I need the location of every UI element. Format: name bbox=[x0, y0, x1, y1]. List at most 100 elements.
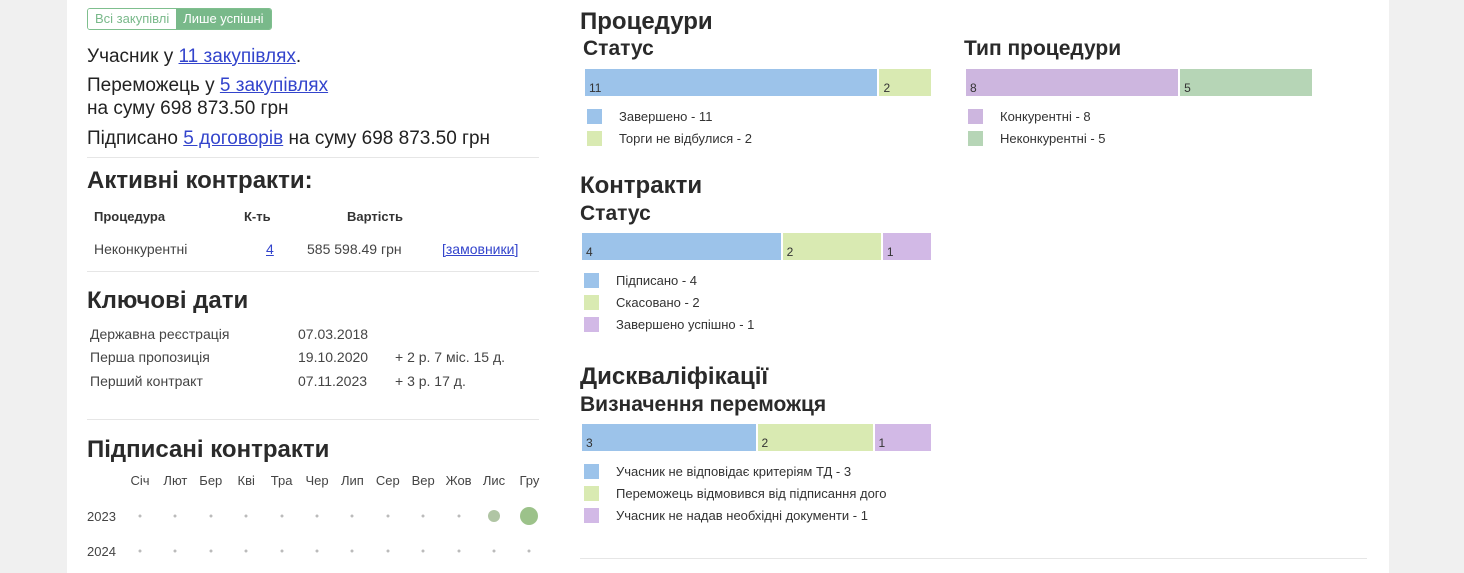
all-procurements-button[interactable]: Всі закупівлі bbox=[88, 9, 177, 29]
month-label: Лип bbox=[340, 473, 364, 488]
month-label: Чер bbox=[305, 473, 329, 488]
col-count: К-ть bbox=[244, 209, 271, 224]
chart-bar-segment: 11 bbox=[585, 69, 878, 96]
contracts-dot bbox=[315, 549, 319, 553]
key-date-delta: + 2 р. 7 міс. 15 д. bbox=[395, 349, 506, 365]
contracts-title: Контракти bbox=[580, 172, 703, 199]
legend-swatch bbox=[584, 273, 599, 288]
winner-link[interactable]: 5 закупівлях bbox=[219, 75, 329, 96]
winner-determination-title: Визначення переможця bbox=[580, 393, 827, 416]
divider bbox=[87, 157, 539, 158]
key-date-value: 07.03.2018 bbox=[298, 326, 369, 342]
chart-bar-segment: 5 bbox=[1180, 69, 1312, 96]
contracts-dot bbox=[173, 549, 177, 553]
winner-sum: на суму 698 873.50 грн bbox=[87, 98, 289, 119]
legend-swatch bbox=[968, 109, 983, 124]
contracts-dot-active[interactable] bbox=[520, 507, 539, 525]
col-procedure: Процедура bbox=[94, 209, 166, 224]
contracts-dot bbox=[350, 549, 354, 553]
chart-bar-segment: 8 bbox=[966, 69, 1179, 96]
legend-label: Учасник не надав необхідні документи - 1 bbox=[616, 508, 868, 523]
legend-label: Конкурентні - 8 bbox=[1000, 109, 1091, 124]
legend-label: Торги не відбулися - 2 bbox=[619, 131, 752, 146]
legend-label: Підписано - 4 bbox=[616, 273, 698, 288]
signed-contracts-link[interactable]: 5 договорів bbox=[183, 128, 284, 149]
contracts-dot bbox=[209, 549, 213, 553]
contracts-dot bbox=[527, 549, 531, 553]
chart-bar-segment: 1 bbox=[874, 424, 931, 451]
legend-swatch bbox=[587, 109, 602, 124]
legend-swatch bbox=[584, 508, 599, 523]
row-count-link[interactable]: 4 bbox=[266, 241, 274, 257]
legend-swatch bbox=[968, 131, 983, 146]
key-date-delta: + 3 р. 17 д. bbox=[395, 373, 466, 389]
procedure-type-title: Тип процедури bbox=[964, 37, 1122, 60]
contracts-dot bbox=[173, 514, 177, 518]
row-value: 585 598.49 грн bbox=[307, 241, 402, 257]
month-label: Жов bbox=[445, 473, 472, 488]
month-label: Лис bbox=[482, 473, 506, 488]
key-date-label: Державна реєстрація bbox=[90, 326, 230, 342]
legend-label: Переможець відмовився від підписання дог… bbox=[616, 486, 887, 501]
key-date-value: 07.11.2023 bbox=[298, 373, 368, 389]
month-label: Бер bbox=[199, 473, 223, 488]
legend-label: Учасник не відповідає критеріям ТД - 3 bbox=[616, 464, 852, 479]
filter-toggle: Всі закупівлі Лише успішні bbox=[87, 8, 272, 30]
divider bbox=[580, 558, 1367, 559]
month-label: Січ bbox=[130, 473, 150, 488]
customers-link[interactable]: [замовники] bbox=[442, 241, 519, 257]
legend-label: Завершено успішно - 1 bbox=[616, 317, 755, 332]
contracts-dot bbox=[386, 514, 390, 518]
legend-label: Завершено - 11 bbox=[619, 109, 713, 124]
chart-bar-segment: 2 bbox=[757, 424, 873, 451]
contracts-dot bbox=[492, 549, 496, 553]
legend-swatch bbox=[584, 295, 599, 310]
contracts-dot bbox=[244, 549, 248, 553]
signed-line: Підписано 5 договорів на суму 698 873.50… bbox=[87, 128, 491, 149]
active-contracts-title: Активні контракти: bbox=[87, 167, 313, 194]
procedures-status-title: Статус bbox=[583, 37, 654, 60]
contracts-dot bbox=[350, 514, 354, 518]
legend-label: Скасовано - 2 bbox=[616, 295, 700, 310]
disqualifications-title: Дискваліфікації bbox=[580, 363, 769, 390]
contracts-dot bbox=[280, 514, 284, 518]
legend-label: Неконкурентні - 5 bbox=[1000, 131, 1106, 146]
chart-bar-segment: 2 bbox=[782, 233, 881, 260]
row-customers: [замовники] bbox=[442, 241, 518, 257]
legend-swatch bbox=[587, 131, 602, 146]
row-count: 4 bbox=[266, 241, 274, 257]
contracts-dot-active[interactable] bbox=[488, 510, 500, 522]
key-date-value: 19.10.2020 bbox=[298, 349, 369, 365]
month-label: Тра bbox=[270, 473, 293, 488]
only-successful-button[interactable]: Лише успішні bbox=[176, 9, 271, 29]
contracts-dot bbox=[138, 514, 142, 518]
chart-bar-segment: 2 bbox=[879, 69, 931, 96]
month-label: Вер bbox=[411, 473, 435, 488]
chart-bar-segment: 1 bbox=[882, 233, 931, 260]
contracts-dot bbox=[421, 514, 425, 518]
legend-swatch bbox=[584, 486, 599, 501]
contracts-dot bbox=[209, 514, 213, 518]
year-label: 2024 bbox=[87, 544, 116, 559]
legend-swatch bbox=[584, 464, 599, 479]
key-date-label: Перший контракт bbox=[90, 373, 203, 389]
procedures-title: Процедури bbox=[580, 8, 713, 35]
year-label: 2023 bbox=[87, 509, 116, 524]
month-label: Гру bbox=[519, 473, 540, 488]
key-dates-title: Ключові дати bbox=[87, 287, 249, 314]
contracts-dot bbox=[386, 549, 390, 553]
key-date-label: Перша пропозиція bbox=[90, 349, 210, 365]
contracts-dot bbox=[244, 514, 248, 518]
signed-contracts-title: Підписані контракти bbox=[87, 436, 330, 463]
divider bbox=[87, 419, 539, 420]
winner-line: Переможець у 5 закупівлях bbox=[87, 75, 329, 96]
contracts-dot bbox=[280, 549, 284, 553]
contracts-dot bbox=[421, 549, 425, 553]
divider bbox=[87, 271, 539, 272]
chart-bar-segment: 3 bbox=[582, 424, 756, 451]
chart-bar-segment: 4 bbox=[582, 233, 781, 260]
participant-line: Учасник у 11 закупівлях. bbox=[87, 46, 302, 67]
month-label: Сер bbox=[375, 473, 400, 488]
participant-link[interactable]: 11 закупівлях bbox=[178, 46, 296, 67]
contracts-dot bbox=[138, 549, 142, 553]
